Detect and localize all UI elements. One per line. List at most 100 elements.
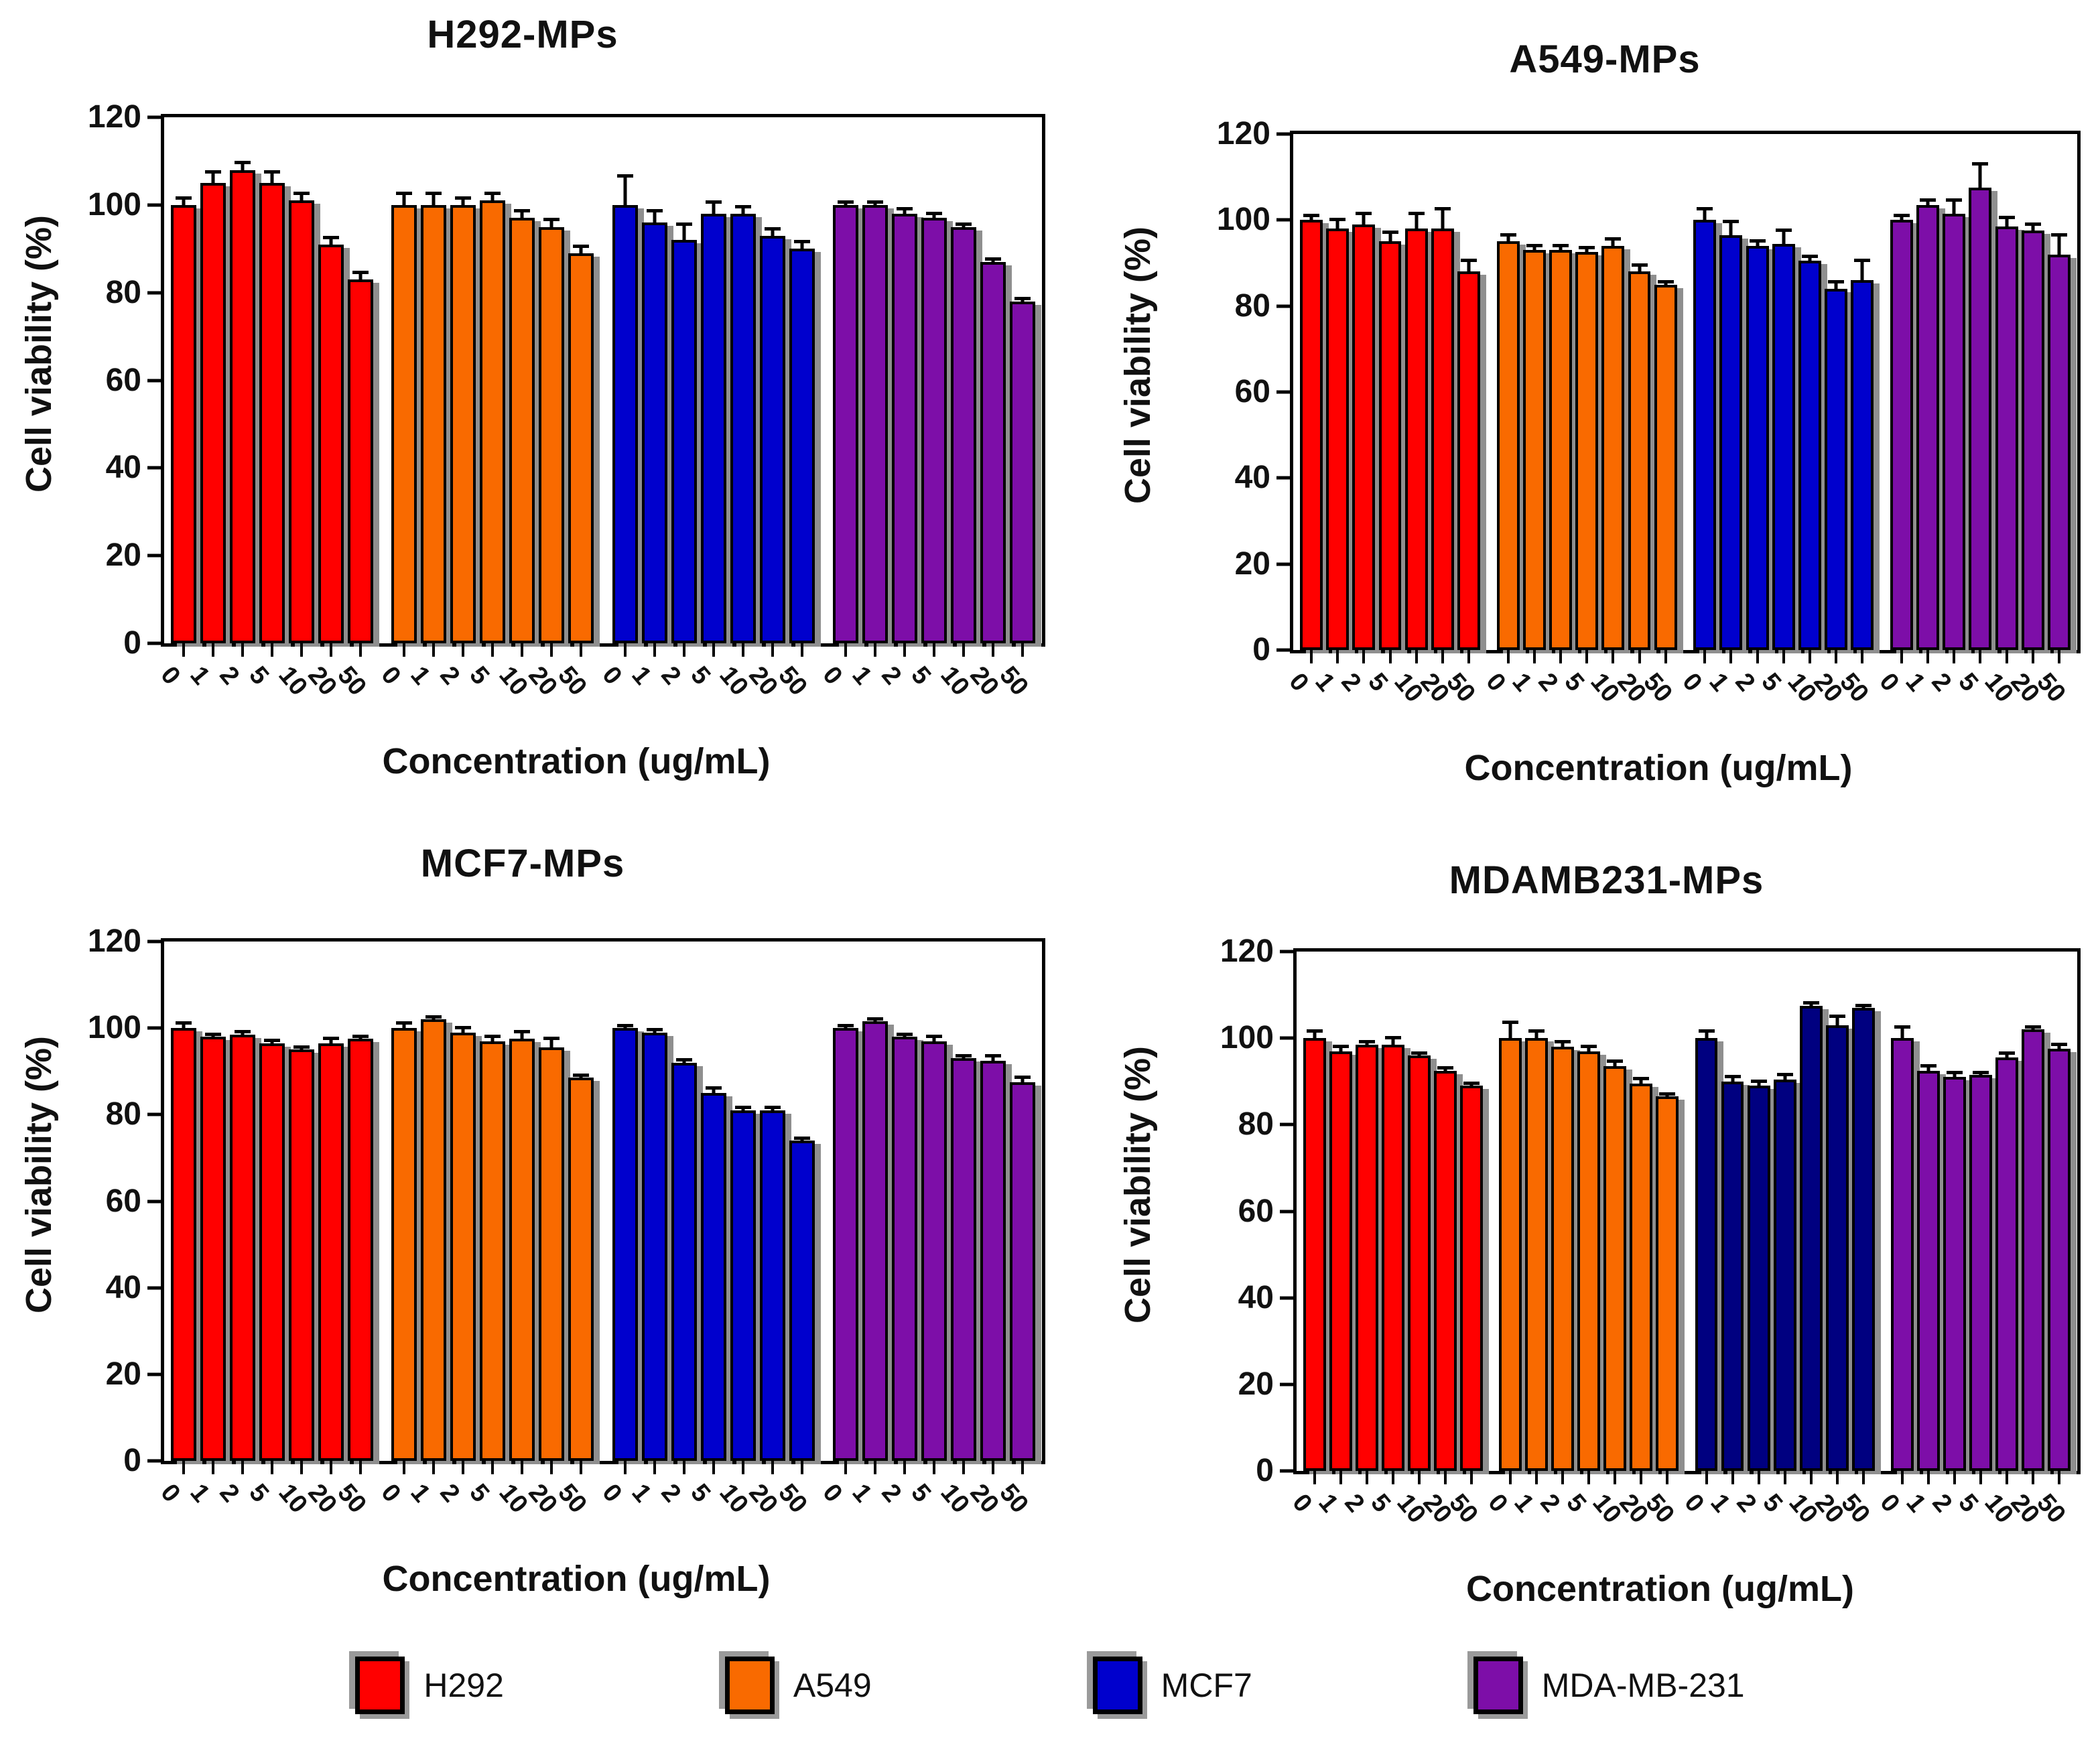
bar-h292-conc-2	[1352, 224, 1376, 650]
bar-wrap: 50	[552, 942, 594, 1518]
x-tick-mark	[1415, 650, 1418, 663]
bar-mcf7-conc-2	[1746, 245, 1769, 650]
y-tick-label: 0	[123, 625, 141, 661]
error-bar-cap	[455, 196, 472, 200]
error-bar-cap	[425, 1015, 442, 1019]
bar-wrap: 0	[596, 942, 638, 1508]
bar-group-mcf7: 0 1 2 5 10 20 50	[596, 117, 815, 701]
error-bar	[432, 192, 436, 205]
error-bar-cap	[1408, 211, 1425, 215]
bar-wrap: 50	[1640, 952, 1679, 1529]
bar-group-mda-mb-231: 0 1 2 5 10 20 50	[1874, 134, 2071, 708]
bar-a549-conc-5	[480, 200, 506, 643]
error-bar-cap	[176, 1021, 192, 1025]
bar-a549-conc-0	[391, 204, 417, 643]
error-bar-cap	[293, 192, 310, 196]
y-tick-label: 60	[105, 362, 141, 398]
y-tick-mark	[1276, 304, 1291, 308]
x-tick-label: 2	[1926, 1488, 1958, 1518]
x-tick-label: 2	[1729, 667, 1760, 697]
bar-mda-mb-231-conc-10	[951, 227, 977, 643]
bar-wrap: 2	[655, 117, 697, 690]
bar-a549-conc-2	[1549, 250, 1572, 650]
x-tick-label: 50	[773, 661, 813, 702]
bar-wrap: 50	[1835, 134, 1874, 708]
bar-wrap: 0	[376, 117, 417, 690]
bar-mda-mb-231-conc-0	[1891, 1038, 1914, 1471]
x-tick-mark	[1979, 1471, 1982, 1484]
bar-wrap: 10	[1585, 134, 1625, 708]
x-axis-label: Concentration (ug/mL)	[1466, 1569, 1854, 1609]
x-tick-mark	[1703, 650, 1707, 663]
bar-wrap: 10	[714, 942, 756, 1518]
x-tick-label: 1	[184, 1478, 215, 1508]
x-tick-mark	[1336, 650, 1339, 663]
error-bar-cap	[1631, 263, 1648, 267]
bar-group-a549: 0 1 2 5 10 20 50	[1483, 952, 1679, 1529]
chart-a549-mps: A549-MPs Cell viability (%) 0 20 40 60 80 100…	[1099, 0, 2100, 831]
error-bar	[1388, 231, 1392, 242]
x-tick-mark	[358, 1461, 362, 1474]
bar-h292-conc-2	[229, 1034, 255, 1461]
y-tick-mark	[147, 1286, 162, 1290]
bar-mda-mb-231-conc-2	[892, 1037, 918, 1461]
error-bar-cap	[867, 1017, 884, 1021]
x-tick-label: 2	[214, 1478, 245, 1508]
bar-mcf7-conc-10	[730, 1110, 756, 1461]
bar-a549-conc-50	[568, 253, 594, 643]
x-tick-mark	[1729, 650, 1733, 663]
bar-wrap: 5	[1756, 134, 1795, 697]
x-tick-label: 2	[655, 661, 686, 690]
bar-wrap: 10	[1388, 134, 1429, 708]
x-axis-label: Concentration (ug/mL)	[382, 741, 771, 781]
bar-wrap: 2	[1729, 134, 1769, 697]
x-tick-mark	[432, 1461, 436, 1474]
bar-mda-mb-231-conc-0	[1890, 220, 1913, 650]
x-tick-label: 1	[625, 661, 657, 690]
x-tick-mark	[182, 1461, 186, 1474]
bar-mda-mb-231-conc-0	[833, 204, 859, 643]
x-tick-mark	[211, 643, 214, 657]
error-bar-cap	[2051, 1042, 2068, 1046]
bar-mcf7-conc-1	[1721, 1081, 1744, 1471]
x-tick-mark	[1362, 650, 1366, 663]
x-tick-mark	[844, 1461, 848, 1474]
error-bar-cap	[543, 218, 560, 222]
bar-group-h292: 0 1 2 5 10 20 50	[1283, 134, 1481, 708]
bar-wrap: 2	[435, 942, 476, 1508]
error-bar	[182, 196, 186, 205]
bar-wrap: 20	[2005, 134, 2045, 708]
error-bar-cap	[1605, 237, 1622, 241]
bar-wrap: 1	[1313, 952, 1352, 1518]
x-tick-mark	[521, 643, 524, 657]
error-bar-cap	[1463, 1081, 1480, 1085]
error-bar-cap	[984, 1053, 1001, 1057]
bar-wrap: 2	[876, 942, 918, 1508]
error-bar-cap	[234, 1030, 251, 1034]
bar-h292-conc-50	[1457, 271, 1481, 650]
y-tick-mark	[1276, 476, 1291, 480]
error-bar-cap	[675, 1058, 692, 1062]
y-tick-mark	[147, 554, 162, 558]
error-bar	[1729, 220, 1733, 235]
x-tick-label: 50	[332, 1478, 372, 1519]
bar-wrap: 1	[405, 942, 447, 1508]
x-tick-mark	[1782, 650, 1785, 663]
y-tick-label: 100	[87, 1010, 141, 1046]
error-bar-cap	[1749, 239, 1766, 243]
bar-wrap: 20	[1614, 952, 1653, 1529]
error-bar-cap	[573, 1073, 590, 1077]
x-tick-mark	[1640, 1471, 1643, 1484]
y-tick-label: 20	[1234, 545, 1270, 582]
error-bar-cap	[1894, 1025, 1910, 1029]
x-tick-label: 0	[1480, 667, 1511, 697]
y-tick-mark	[1276, 390, 1291, 394]
y-tick-mark	[1280, 1210, 1295, 1213]
x-tick-label: 50	[552, 661, 592, 702]
x-tick-mark	[800, 1461, 803, 1474]
x-tick-mark	[1861, 650, 1864, 663]
error-bar	[1335, 218, 1339, 229]
x-tick-mark	[1441, 650, 1444, 663]
error-bar	[623, 174, 627, 205]
